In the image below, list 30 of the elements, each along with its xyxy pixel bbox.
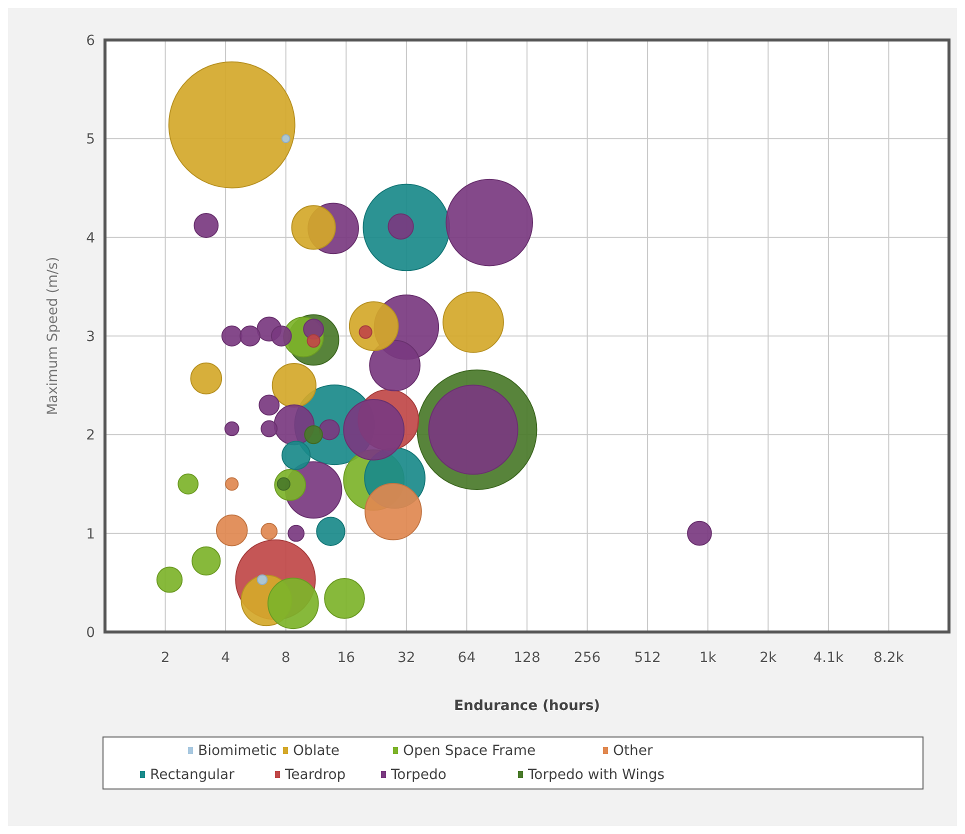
legend-label: Rectangular bbox=[150, 767, 235, 783]
legend-label: Torpedo bbox=[390, 767, 446, 783]
y-tick-label: 0 bbox=[86, 625, 95, 641]
y-tick-label: 4 bbox=[86, 230, 96, 246]
x-tick-label: 512 bbox=[634, 650, 661, 666]
y-tick-label: 1 bbox=[86, 526, 95, 542]
x-tick-label: 256 bbox=[574, 650, 601, 666]
y-tick-label: 5 bbox=[86, 132, 95, 148]
x-tick-label: 128 bbox=[514, 650, 540, 666]
y-tick-label: 3 bbox=[86, 329, 95, 345]
legend-label: Biomimetic bbox=[198, 743, 277, 759]
x-tick-label: 2 bbox=[160, 650, 170, 666]
legend-label: Teardrop bbox=[284, 767, 346, 783]
x-tick-label: 2k bbox=[760, 650, 778, 666]
x-tick-label: 16 bbox=[337, 650, 356, 666]
x-tick-label: 1k bbox=[699, 650, 718, 666]
x-tick-label: 64 bbox=[458, 650, 476, 666]
legend-label: Other bbox=[613, 743, 653, 759]
x-tick-label: 4 bbox=[221, 650, 230, 666]
legend-label: Torpedo with Wings bbox=[527, 767, 665, 783]
x-tick-label: 8 bbox=[281, 650, 290, 666]
y-tick-label: 6 bbox=[86, 33, 96, 49]
x-tick-label: 32 bbox=[398, 650, 416, 666]
x-tick-label: 8.2k bbox=[874, 650, 905, 666]
legend-label: Open Space Frame bbox=[403, 743, 536, 759]
legend-label: Oblate bbox=[293, 743, 340, 759]
x-tick-label: 4.1k bbox=[813, 650, 845, 666]
x-axis-title: Endurance (hours) bbox=[454, 698, 600, 714]
y-axis-title: Maximum Speed (m/s) bbox=[45, 256, 61, 416]
y-tick-label: 2 bbox=[86, 428, 95, 444]
